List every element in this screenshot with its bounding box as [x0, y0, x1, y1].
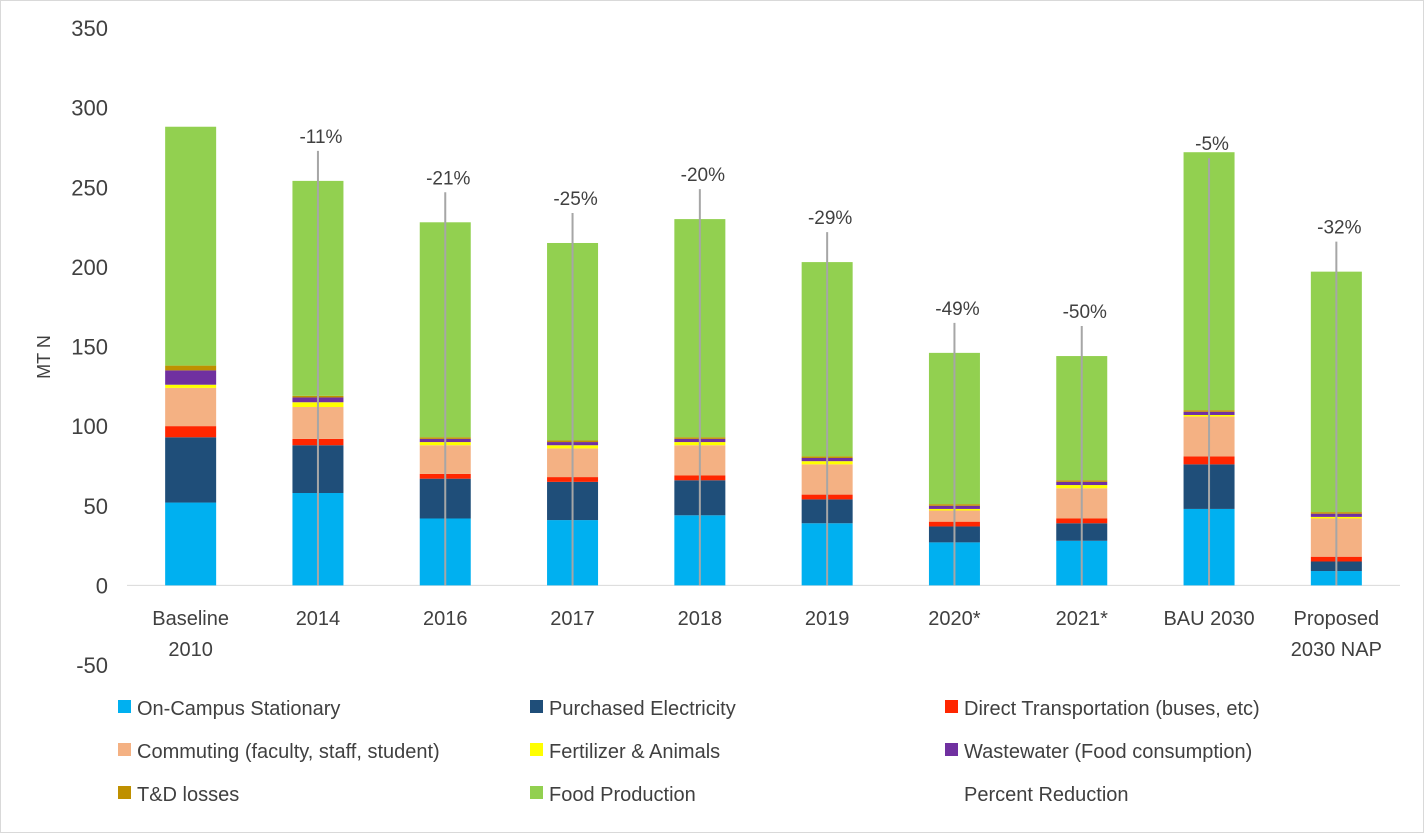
percent-reduction-labels: -11% -21% -25% -20% -29% -49% -50% -5% -32% [299, 127, 1361, 323]
y-tick-label: 350 [71, 16, 108, 41]
legend-swatch [118, 700, 131, 713]
legend-swatch [530, 743, 543, 756]
bar-segment [165, 502, 217, 586]
percent-reduction-label: -5% [1195, 134, 1229, 155]
y-tick-label: 250 [71, 175, 108, 200]
legend-label: Commuting (faculty, staff, student) [137, 741, 440, 763]
bar-segment [165, 365, 217, 371]
y-tick-label: -50 [76, 653, 108, 678]
percent-reduction-label: -20% [681, 165, 725, 186]
bar-segment [165, 126, 217, 366]
percent-reduction-label: -21% [426, 168, 470, 189]
x-tick-label: 2019 [805, 608, 850, 630]
legend-label: Fertilizer & Animals [549, 741, 720, 763]
x-tick-label: 2020* [928, 608, 980, 630]
legend-swatch [118, 786, 131, 799]
x-tick-label: 2016 [423, 608, 468, 630]
legend-label: Food Production [549, 784, 696, 806]
y-axis-title: MT N [34, 335, 54, 379]
legend: On-Campus Stationary Purchased Electricit… [118, 698, 1260, 806]
y-tick-label: 100 [71, 414, 108, 439]
x-tick-label: BAU 2030 [1163, 608, 1254, 630]
legend-swatch [530, 786, 543, 799]
percent-reduction-label: -49% [935, 299, 979, 320]
legend-label: Purchased Electricity [549, 698, 736, 720]
y-tick-label: 300 [71, 96, 108, 121]
legend-swatch [530, 700, 543, 713]
bar-segment [165, 437, 217, 503]
legend-label: Direct Transportation (buses, etc) [964, 698, 1260, 720]
y-tick-label: 200 [71, 255, 108, 280]
legend-swatch [118, 743, 131, 756]
bar-segment [165, 426, 217, 438]
legend-swatch [945, 700, 958, 713]
percent-reduction-label: -11% [299, 127, 342, 148]
y-tick-label: 50 [84, 494, 108, 519]
percent-reduction-label: -25% [553, 189, 597, 210]
percent-reduction-label: -50% [1063, 302, 1107, 323]
x-tick-label: Proposed [1294, 608, 1380, 630]
percent-reduction-label: -32% [1317, 218, 1361, 239]
percent-reduction-label: -29% [808, 208, 852, 229]
bar-segment [165, 387, 217, 427]
x-axis-ticks: Baseline 2010 2014 2016 2017 2018 2019 2020* 202… [152, 608, 1382, 661]
x-tick-label: 2010 [168, 639, 213, 661]
x-tick-label: Baseline [152, 608, 229, 630]
bar-segment [165, 384, 217, 388]
x-tick-label: 2017 [550, 608, 595, 630]
x-tick-label: 2018 [678, 608, 723, 630]
legend-label: Percent Reduction [964, 784, 1129, 806]
y-tick-label: 150 [71, 335, 108, 360]
legend-label: On-Campus Stationary [137, 698, 340, 720]
y-axis-ticks: 350 300 250 200 150 100 50 0 -50 [71, 16, 108, 678]
x-tick-label: 2030 NAP [1291, 639, 1382, 661]
x-tick-label: 2014 [296, 608, 341, 630]
x-tick-label: 2021* [1056, 608, 1108, 630]
legend-label: Wastewater (Food consumption) [964, 741, 1252, 763]
percent-reduction-lines [316, 150, 1338, 586]
bar-segment [165, 370, 217, 385]
legend-swatch [945, 743, 958, 756]
legend-label: T&D losses [137, 784, 239, 806]
y-tick-label: 0 [96, 573, 108, 598]
